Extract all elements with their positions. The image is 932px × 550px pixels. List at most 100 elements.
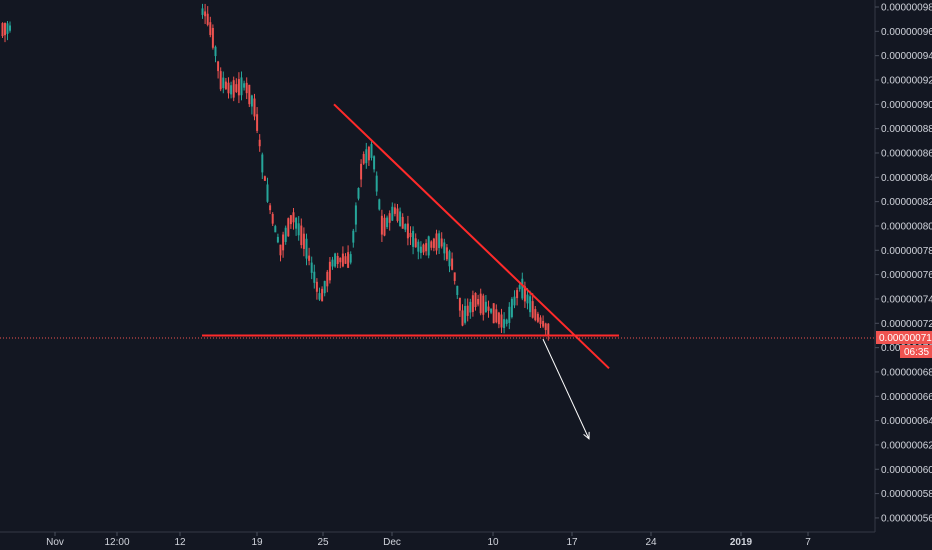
- candle-body: [534, 309, 537, 321]
- candle-body: [9, 25, 11, 31]
- candle-body: [276, 236, 279, 243]
- candle-body: [404, 224, 407, 230]
- candle-body: [206, 13, 209, 25]
- candle-body: [523, 286, 526, 302]
- candle-body: [308, 255, 311, 261]
- candle-body: [334, 253, 337, 267]
- countdown-label: 06:35: [904, 347, 929, 358]
- y-tick-label: 0.00000096: [881, 27, 932, 38]
- candle-body: [438, 233, 441, 249]
- candle-body: [378, 199, 381, 210]
- candle-body: [326, 271, 329, 287]
- candle-body: [399, 211, 402, 227]
- candle-body: [373, 156, 376, 170]
- candle-body: [370, 144, 373, 158]
- candle-body: [318, 293, 321, 300]
- candle-body: [271, 213, 274, 224]
- candle-body: [477, 299, 480, 305]
- candle-body: [313, 271, 316, 283]
- candle-body: [516, 290, 519, 299]
- y-tick-label: 0.00000066: [881, 392, 932, 403]
- projection-arrow[interactable]: [542, 338, 590, 440]
- candle-body: [362, 153, 365, 164]
- candle-body: [235, 84, 238, 92]
- candle-body: [451, 258, 454, 270]
- candle-body: [479, 293, 482, 314]
- y-tick-label: 0.00000068: [881, 367, 932, 378]
- candle-body: [344, 256, 347, 264]
- projection-arrowhead: [583, 431, 590, 440]
- x-tick-label: Dec: [383, 537, 401, 548]
- candle-body: [419, 246, 422, 253]
- candle-body: [471, 295, 474, 312]
- x-tick-label: 2019: [730, 537, 753, 548]
- candle-body: [354, 205, 357, 225]
- candle-body: [331, 259, 334, 267]
- candle-body: [232, 80, 235, 98]
- candle-body: [214, 46, 217, 57]
- candle-body: [466, 305, 469, 316]
- y-tick-label: 0.00000098: [881, 3, 932, 14]
- candle-body: [6, 23, 9, 34]
- current-price-badge: [876, 331, 932, 344]
- candle-body: [461, 310, 464, 326]
- candle-body: [279, 244, 282, 256]
- candle-body: [201, 8, 204, 15]
- y-tick-label: 0.00000084: [881, 173, 932, 184]
- candle-body: [521, 278, 524, 299]
- candle-body: [328, 261, 331, 281]
- time-axis[interactable]: Nov 12:00 12 19 25 Dec 10 17 24 2019 7: [0, 531, 875, 550]
- candle-body: [414, 238, 417, 248]
- candle-body: [4, 23, 6, 36]
- candle-body: [464, 306, 467, 323]
- candle-body: [417, 241, 420, 252]
- candle-body: [406, 223, 409, 239]
- candle-body: [261, 154, 264, 173]
- candle-body: [526, 294, 529, 304]
- candle-body: [510, 298, 513, 318]
- y-tick-label: 0.00000056: [881, 513, 932, 524]
- candle-body: [365, 149, 368, 164]
- candle-body: [360, 163, 363, 180]
- x-tick-label: 12:00: [104, 537, 129, 548]
- candle-body: [396, 208, 399, 221]
- x-tick-label: 19: [251, 537, 263, 548]
- candle-body: [217, 61, 220, 72]
- y-tick-label: 0.00000074: [881, 294, 932, 305]
- candle-body: [388, 213, 391, 223]
- x-tick-label: 24: [645, 537, 657, 548]
- candle-body: [287, 218, 290, 237]
- candle-body: [469, 301, 472, 313]
- candle-body: [440, 238, 443, 247]
- price-axis-background: [875, 0, 932, 532]
- descending-trendline[interactable]: [333, 103, 610, 370]
- price-axis[interactable]: 0.00000098 0.00000096 0.00000094 0.00000092…: [874, 0, 932, 532]
- candle-body: [310, 262, 313, 273]
- candle-body: [383, 217, 386, 236]
- candle-body: [237, 79, 240, 96]
- time-axis-background: [0, 532, 875, 550]
- candle-body: [386, 217, 389, 228]
- candle-body: [263, 176, 266, 181]
- candle-body: [380, 215, 383, 235]
- candle-body: [487, 306, 490, 311]
- candle-body: [258, 139, 261, 147]
- candle-body: [243, 83, 246, 88]
- candle-body: [425, 243, 428, 252]
- candle-body: [422, 244, 425, 253]
- candle-body: [284, 227, 287, 242]
- candle-body: [393, 207, 396, 214]
- candle-body: [427, 236, 430, 256]
- y-tick-label: 0.00000088: [881, 124, 932, 135]
- candle-body: [430, 241, 433, 248]
- candle-body: [547, 323, 550, 336]
- candle-body: [300, 225, 303, 246]
- candle-body: [321, 288, 324, 302]
- x-tick-label: 7: [805, 537, 811, 548]
- y-tick-label: 0.00000086: [881, 148, 932, 159]
- y-tick-label: 0.00000076: [881, 270, 932, 281]
- candle-body: [542, 320, 545, 327]
- candle-body: [357, 188, 360, 199]
- candle-body: [245, 82, 248, 94]
